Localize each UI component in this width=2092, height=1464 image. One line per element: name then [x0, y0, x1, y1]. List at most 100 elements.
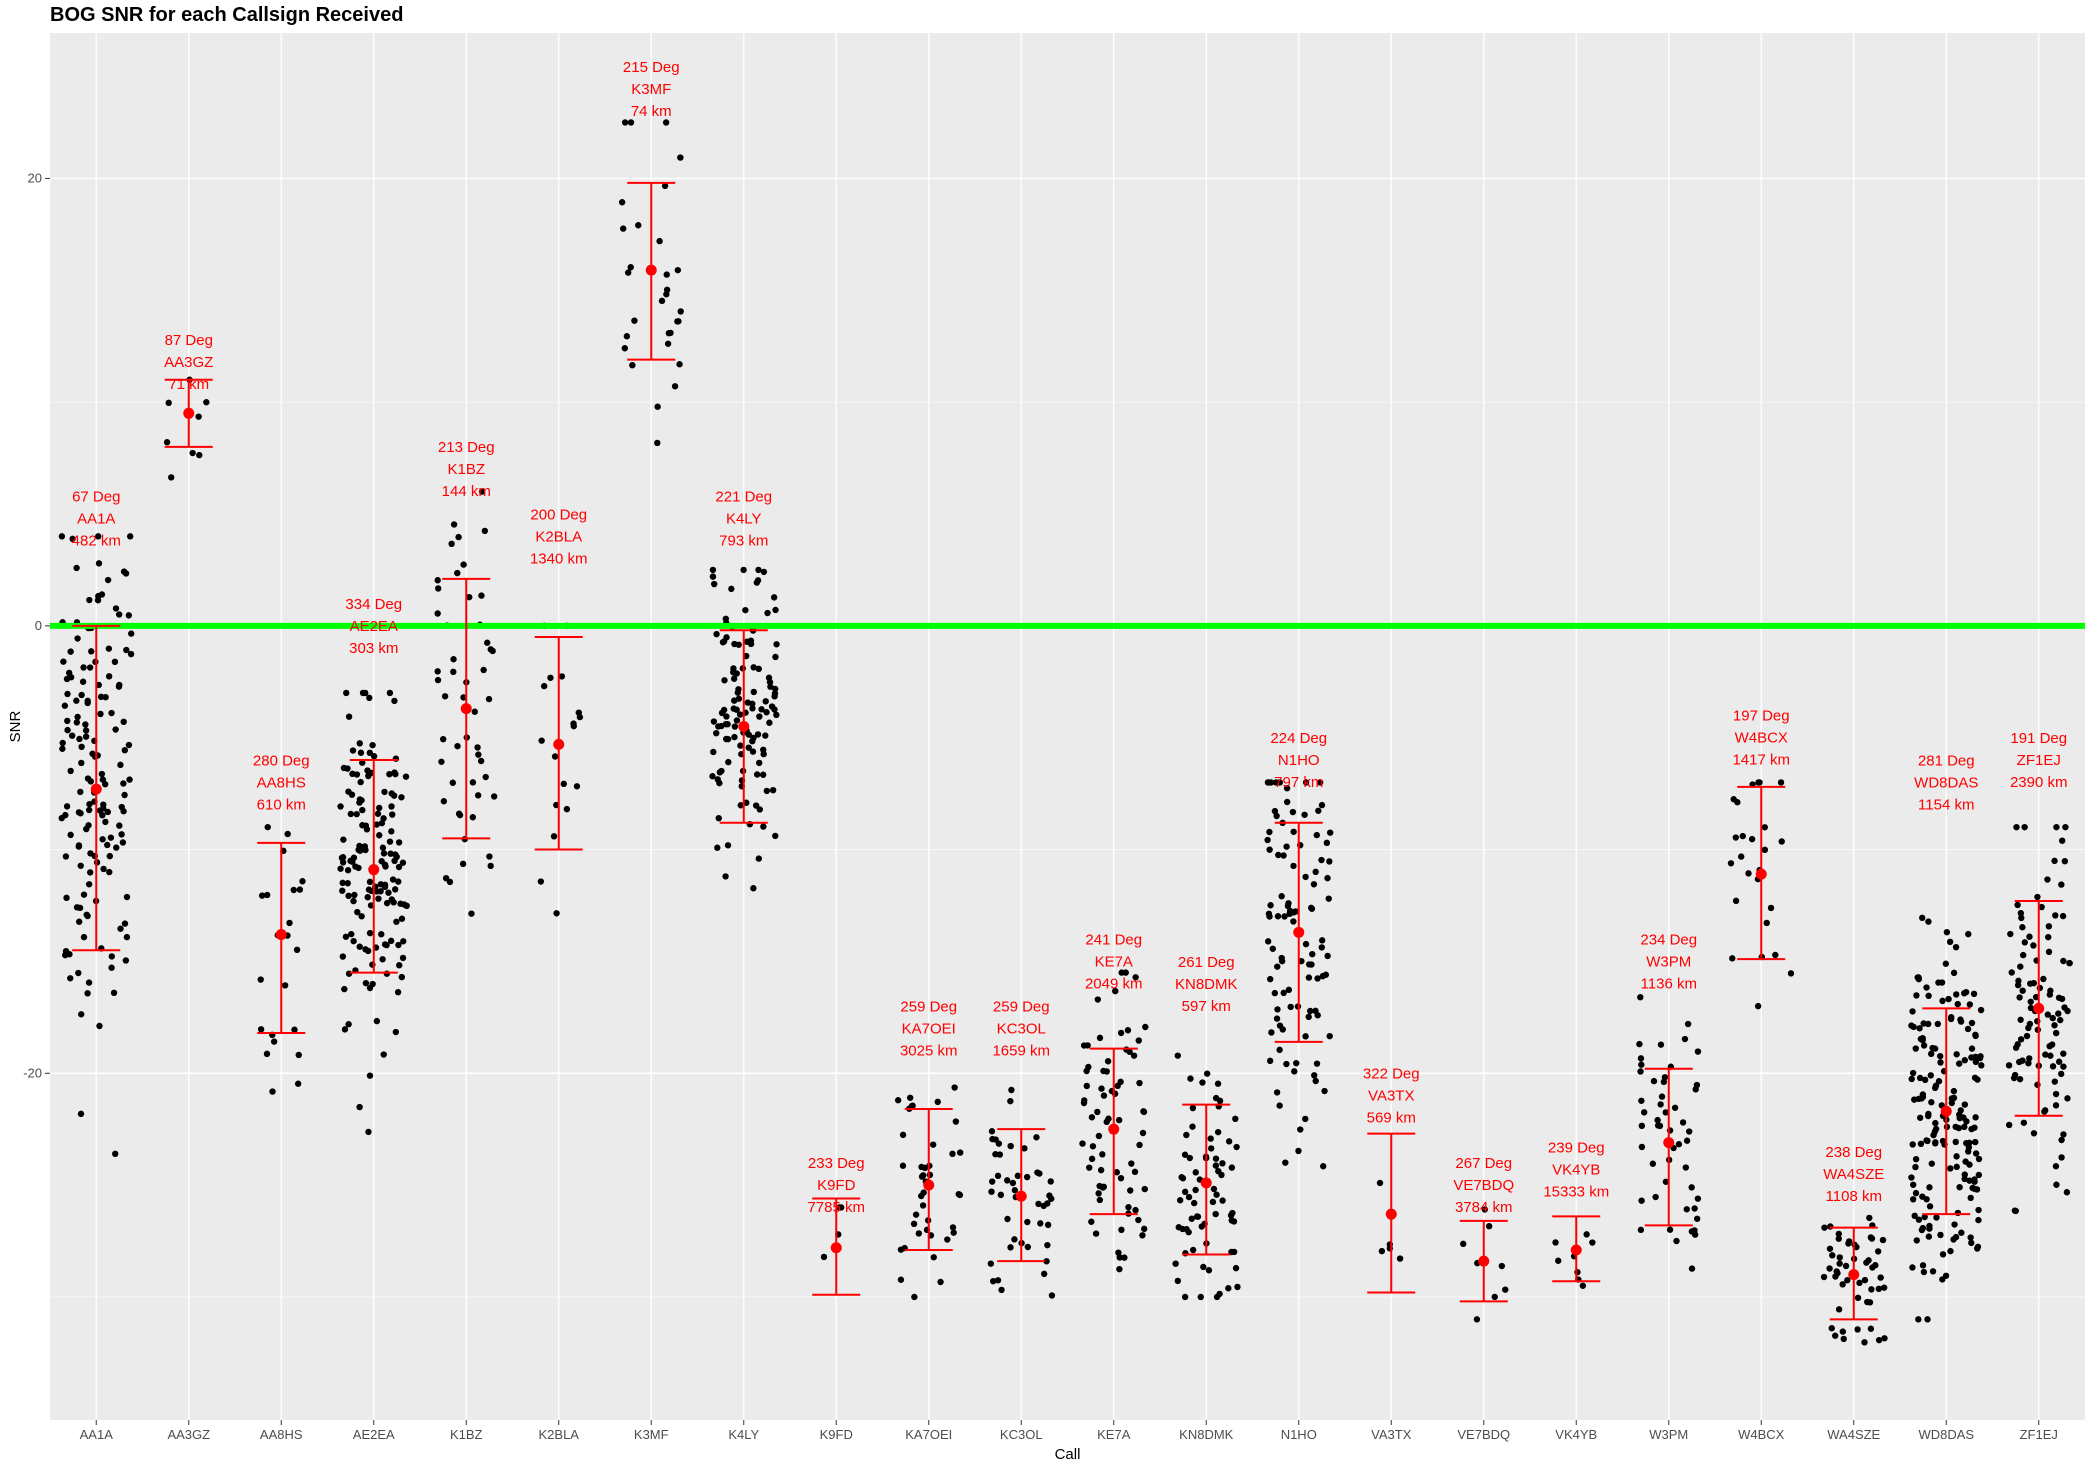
annotation-bearing: 197 Deg — [1733, 708, 1790, 725]
data-point — [1927, 1072, 1934, 1079]
data-point — [1694, 1048, 1702, 1055]
data-point — [1115, 1249, 1122, 1256]
data-point — [627, 119, 635, 126]
data-point — [397, 900, 404, 907]
data-point — [1881, 1335, 1888, 1342]
data-point — [469, 779, 477, 786]
data-point — [1975, 1216, 1982, 1224]
data-point — [89, 750, 96, 757]
data-point — [736, 711, 744, 718]
data-point — [1186, 1154, 1194, 1162]
data-point — [1266, 828, 1273, 836]
data-point — [1136, 1079, 1143, 1087]
data-point — [772, 685, 779, 693]
data-point — [560, 780, 567, 788]
data-point — [342, 933, 350, 940]
data-point — [349, 858, 356, 865]
data-point — [258, 892, 266, 899]
data-point — [745, 744, 752, 751]
data-point — [339, 887, 346, 894]
data-point — [1826, 1245, 1834, 1252]
data-point — [911, 1293, 918, 1301]
annotation-call: W3PM — [1646, 953, 1691, 970]
data-point — [358, 913, 365, 920]
data-point — [1977, 1006, 1985, 1014]
annotation-bearing: 281 Deg — [1918, 752, 1975, 769]
x-tick-label: K1BZ — [450, 1427, 483, 1442]
data-point — [1271, 989, 1279, 997]
data-point — [1324, 952, 1331, 960]
data-point — [1919, 1193, 1926, 1200]
data-point — [108, 964, 115, 971]
data-point — [1266, 846, 1273, 853]
data-point — [1283, 798, 1291, 806]
data-point — [989, 1178, 996, 1185]
data-point — [764, 609, 771, 617]
data-point — [1212, 1094, 1220, 1102]
data-point — [1231, 1248, 1238, 1256]
data-point — [1094, 996, 1102, 1003]
data-point — [1083, 1082, 1090, 1090]
data-point — [756, 713, 763, 720]
data-point — [60, 658, 67, 665]
data-point — [1920, 1042, 1928, 1049]
data-point — [1280, 989, 1287, 997]
data-point — [2057, 1016, 2064, 1024]
data-point — [1961, 1101, 1969, 1108]
data-point — [1929, 1268, 1937, 1275]
data-point — [1638, 1197, 1645, 1204]
data-point — [359, 759, 366, 766]
data-point — [1088, 1114, 1096, 1121]
data-point — [665, 329, 673, 337]
data-point — [1214, 1080, 1222, 1087]
data-point — [120, 718, 127, 726]
data-point — [284, 830, 291, 838]
data-point — [1118, 969, 1125, 976]
data-point — [733, 670, 740, 677]
data-point — [1485, 1222, 1493, 1230]
mean-point-va3tx — [1385, 1208, 1397, 1220]
annotation-distance: 797 km — [1274, 774, 1323, 791]
data-point — [897, 1276, 905, 1283]
data-point — [662, 119, 670, 126]
data-point — [386, 689, 394, 697]
data-point — [337, 803, 344, 810]
data-point — [1583, 1231, 1590, 1238]
data-point — [359, 689, 367, 697]
data-point — [2012, 1044, 2020, 1051]
data-point — [2052, 1029, 2060, 1037]
data-point — [956, 1149, 964, 1156]
data-point — [1956, 1183, 1963, 1191]
data-point — [104, 841, 111, 849]
data-point — [1679, 1119, 1687, 1126]
data-point — [1868, 1286, 1875, 1293]
data-point — [760, 568, 768, 576]
data-point — [912, 1211, 920, 1218]
data-point — [1302, 1115, 1309, 1123]
annotation-distance: 482 km — [72, 532, 121, 549]
data-point — [96, 807, 104, 814]
data-point — [2047, 1052, 2054, 1059]
data-point — [269, 1088, 276, 1095]
data-point — [2045, 948, 2053, 956]
data-point — [1971, 1124, 1978, 1131]
data-point — [570, 720, 577, 727]
data-point — [2038, 903, 2045, 911]
data-point — [1213, 1293, 1221, 1301]
data-point — [724, 720, 731, 728]
data-point — [112, 726, 119, 733]
data-point — [734, 689, 741, 696]
data-point — [1921, 1213, 1928, 1221]
y-tick-label: 20 — [28, 170, 42, 185]
data-point — [573, 783, 581, 790]
data-point — [1302, 940, 1310, 948]
data-point — [1128, 1160, 1135, 1167]
data-point — [1640, 1109, 1648, 1116]
data-point — [2058, 881, 2065, 888]
data-point — [728, 585, 735, 593]
data-point — [624, 269, 632, 276]
data-point — [1968, 1045, 1976, 1052]
x-tick-label: WD8DAS — [1918, 1427, 1974, 1442]
data-point — [82, 727, 90, 734]
data-point — [1135, 1216, 1142, 1224]
